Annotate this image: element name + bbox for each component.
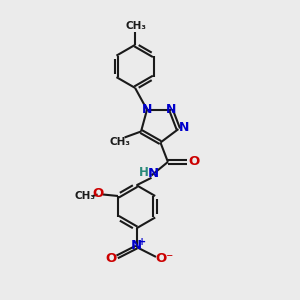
Text: O: O — [105, 252, 116, 265]
Text: O: O — [92, 187, 103, 200]
Text: H: H — [139, 166, 149, 179]
Text: N: N — [142, 103, 152, 116]
Text: O: O — [188, 155, 200, 168]
Text: N: N — [166, 103, 176, 116]
Text: +: + — [139, 237, 147, 247]
Text: N: N — [179, 121, 190, 134]
Text: CH₃: CH₃ — [110, 137, 130, 147]
Text: N: N — [131, 239, 142, 252]
Text: N: N — [147, 167, 158, 180]
Text: O⁻: O⁻ — [155, 252, 173, 265]
Text: CH₃: CH₃ — [125, 21, 146, 31]
Text: CH₃: CH₃ — [75, 191, 96, 201]
